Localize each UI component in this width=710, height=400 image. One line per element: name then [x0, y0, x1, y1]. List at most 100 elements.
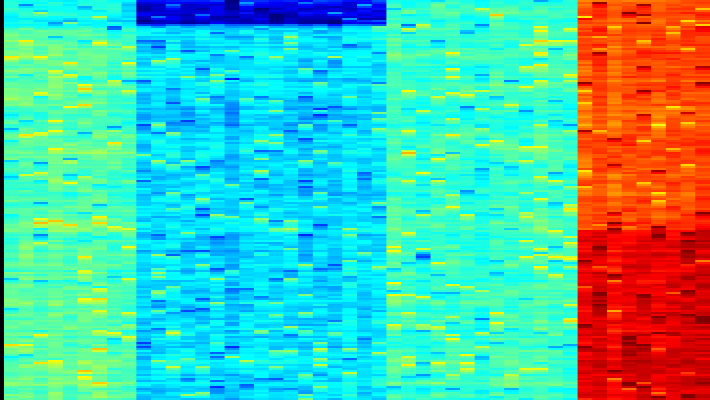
- heatmap-cell: [180, 194, 196, 197]
- heatmap-cell: [33, 86, 49, 89]
- heatmap-cell: [92, 142, 108, 145]
- heatmap-cell: [312, 244, 329, 247]
- heatmap-cell: [92, 48, 108, 51]
- heatmap-cell: [62, 198, 79, 201]
- heatmap-cell: [254, 260, 270, 263]
- heatmap-cell: [239, 228, 255, 231]
- heatmap-cell: [4, 110, 20, 113]
- heatmap-cell: [106, 84, 123, 87]
- heatmap-cell: [151, 254, 167, 257]
- heatmap-cell: [327, 134, 343, 137]
- heatmap-cell: [342, 164, 358, 167]
- heatmap-cell: [121, 190, 137, 193]
- heatmap-cell: [327, 312, 343, 315]
- heatmap-cell: [165, 82, 182, 85]
- heatmap-cell: [195, 280, 211, 283]
- heatmap-cell: [268, 210, 285, 213]
- heatmap-cell: [254, 238, 270, 241]
- heatmap-cell: [180, 256, 196, 259]
- heatmap-cell: [136, 98, 152, 101]
- heatmap-cell: [180, 316, 196, 319]
- heatmap-cell: [121, 394, 137, 397]
- heatmap-cell: [18, 346, 35, 349]
- heatmap-cell: [136, 260, 152, 263]
- heatmap-cell: [165, 56, 182, 59]
- heatmap-cell: [283, 42, 299, 45]
- heatmap-cell: [283, 258, 299, 261]
- heatmap-cell: [165, 262, 182, 265]
- heatmap-cell: [180, 72, 196, 75]
- heatmap-cell: [239, 66, 255, 69]
- heatmap-cell: [165, 148, 182, 151]
- heatmap-cell: [209, 390, 226, 393]
- heatmap-cell: [195, 182, 211, 185]
- heatmap-cell: [195, 296, 211, 299]
- heatmap-cell: [195, 146, 211, 149]
- heatmap-cell: [121, 290, 137, 293]
- heatmap-cell: [239, 170, 255, 173]
- heatmap-cell: [195, 328, 211, 331]
- heatmap-cell: [312, 192, 329, 195]
- heatmap-cell: [121, 218, 137, 221]
- heatmap-cell: [195, 302, 211, 305]
- heatmap-cell: [92, 272, 108, 275]
- heatmap-cell: [165, 398, 182, 400]
- heatmap-cell: [342, 146, 358, 149]
- heatmap-cell: [268, 182, 285, 185]
- heatmap-cell: [283, 62, 299, 65]
- heatmap-cell: [18, 82, 35, 85]
- heatmap-cell: [136, 6, 152, 9]
- heatmap-cell: [92, 144, 108, 147]
- heatmap-cell: [92, 134, 108, 137]
- heatmap-cell: [209, 202, 226, 205]
- heatmap-cell: [121, 68, 137, 71]
- heatmap-cell: [357, 182, 373, 185]
- heatmap-cell: [268, 36, 285, 39]
- heatmap-cell: [4, 144, 20, 147]
- heatmap-cell: [209, 316, 226, 319]
- heatmap-cell: [209, 230, 226, 233]
- heatmap-cell: [4, 282, 20, 285]
- heatmap-cell: [342, 134, 358, 137]
- heatmap-cell: [136, 166, 152, 169]
- heatmap-cell: [33, 150, 49, 153]
- heatmap-cell: [121, 264, 137, 267]
- heatmap-cell: [62, 36, 79, 39]
- heatmap-cell: [48, 374, 64, 377]
- heatmap-cell: [254, 220, 270, 223]
- heatmap-cell: [92, 118, 108, 121]
- heatmap-cell: [151, 226, 167, 229]
- heatmap-cell: [239, 34, 255, 37]
- heatmap-cell: [312, 380, 329, 383]
- heatmap-cell: [48, 394, 64, 397]
- heatmap-cell: [18, 310, 35, 313]
- heatmap-cell: [357, 112, 373, 115]
- heatmap-cell: [121, 274, 137, 277]
- heatmap-cell: [342, 124, 358, 127]
- heatmap-cell: [327, 264, 343, 267]
- heatmap-cell: [165, 238, 182, 241]
- heatmap-cell: [312, 388, 329, 391]
- heatmap-cell: [327, 186, 343, 189]
- heatmap-cell: [165, 42, 182, 45]
- heatmap-cell: [298, 124, 314, 127]
- heatmap-cell: [224, 252, 240, 255]
- heatmap-cell: [224, 382, 240, 385]
- heatmap-cell: [77, 328, 93, 331]
- heatmap-cell: [283, 346, 299, 349]
- heatmap-cell: [283, 132, 299, 135]
- heatmap-cell: [298, 254, 314, 257]
- heatmap-cell: [4, 274, 20, 277]
- heatmap-cell: [121, 180, 137, 183]
- heatmap-cell: [77, 184, 93, 187]
- heatmap-cell: [92, 76, 108, 79]
- heatmap-cell: [342, 8, 358, 11]
- heatmap-cell: [342, 346, 358, 349]
- heatmap-cell: [283, 12, 299, 15]
- heatmap-cell: [342, 210, 358, 213]
- heatmap-cell: [165, 36, 182, 39]
- heatmap-cell: [121, 48, 137, 51]
- heatmap-cell: [136, 84, 152, 87]
- heatmap-cell: [62, 32, 79, 35]
- heatmap-cell: [92, 178, 108, 181]
